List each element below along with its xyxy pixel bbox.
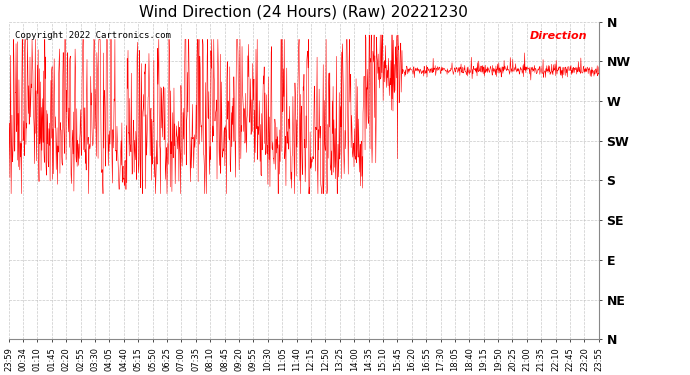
Title: Wind Direction (24 Hours) (Raw) 20221230: Wind Direction (24 Hours) (Raw) 20221230 xyxy=(139,4,469,19)
Text: Direction: Direction xyxy=(529,31,587,41)
Text: Copyright 2022 Cartronics.com: Copyright 2022 Cartronics.com xyxy=(14,31,170,40)
